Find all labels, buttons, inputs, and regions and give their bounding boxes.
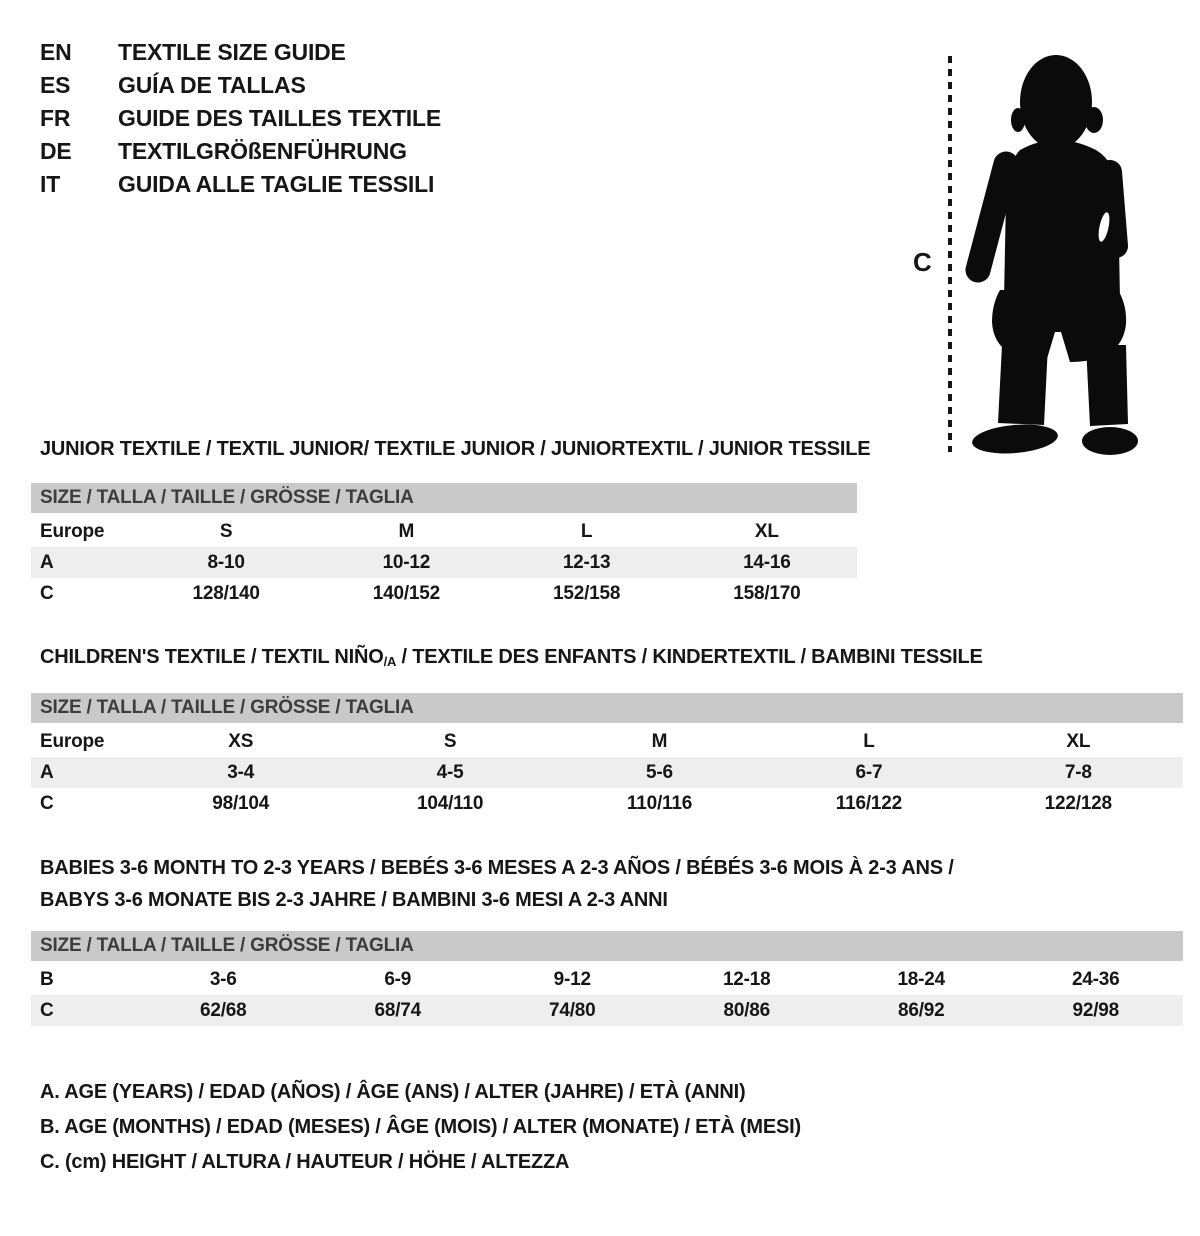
textile-size-guide-page: EN TEXTILE SIZE GUIDE ES GUÍA DE TALLAS … — [0, 36, 1200, 1236]
lang-label: TEXTILGRÖßENFÜHRUNG — [118, 138, 407, 164]
cell: 104/110 — [416, 793, 484, 814]
row-label: Europe — [40, 521, 105, 542]
cell: 152/158 — [552, 583, 621, 604]
cell: 68/74 — [374, 1000, 422, 1021]
table-row: Europe XS S M L XL — [31, 726, 1183, 757]
cell: S — [443, 731, 457, 752]
lang-label: GUÍA DE TALLAS — [118, 72, 306, 98]
lang-row-es: ES GUÍA DE TALLAS — [40, 69, 1200, 102]
row-label: Europe — [40, 731, 105, 752]
lang-label: TEXTILE SIZE GUIDE — [118, 39, 346, 65]
cell: 3-6 — [209, 969, 237, 990]
legend-item-a: A. AGE (YEARS) / EDAD (AÑOS) / ÂGE (ANS)… — [40, 1081, 746, 1103]
cell: XL — [1066, 731, 1091, 752]
lang-row-de: DE TEXTILGRÖßENFÜHRUNG — [40, 135, 1200, 168]
cell: 92/98 — [1072, 1000, 1120, 1021]
row-label: C — [40, 793, 54, 814]
row-label: A — [40, 762, 54, 783]
cell: 7-8 — [1064, 762, 1092, 783]
table-row: C 62/68 68/74 74/80 80/86 86/92 92/98 — [31, 995, 1183, 1026]
cell: 122/128 — [1044, 793, 1112, 814]
babies-title-line1: BABIES 3-6 MONTH TO 2-3 YEARS / BEBÉS 3-… — [40, 857, 954, 879]
legend-item-c: C. (cm) HEIGHT / ALTURA / HAUTEUR / HÖHE… — [40, 1151, 570, 1173]
lang-code: DE — [40, 138, 72, 164]
cell: 62/68 — [199, 1000, 247, 1021]
cell: 12-18 — [722, 969, 771, 990]
table-row: C 98/104 104/110 110/116 116/122 122/128 — [31, 788, 1183, 819]
cell: 24-36 — [1071, 969, 1120, 990]
size-header-bar: SIZE / TALLA / TAILLE / GRÖSSE / TAGLIA — [31, 693, 1183, 723]
lang-label: GUIDE DES TAILLES TEXTILE — [118, 105, 441, 131]
cell: 158/170 — [733, 583, 801, 604]
row-label: B — [40, 969, 54, 990]
cell: 8-10 — [207, 552, 245, 573]
cell: 6-7 — [855, 762, 883, 783]
table-row: A 8-10 10-12 12-13 14-16 — [31, 547, 857, 578]
junior-section-title: JUNIOR TEXTILE / TEXTIL JUNIOR/ TEXTILE … — [40, 438, 871, 460]
row-label: C — [40, 583, 54, 604]
cell: 128/140 — [192, 583, 260, 604]
legend: A. AGE (YEARS) / EDAD (AÑOS) / ÂGE (ANS)… — [40, 1075, 1200, 1180]
babies-title-line2: BABYS 3-6 MONATE BIS 2-3 JAHRE / BAMBINI… — [40, 889, 668, 911]
lang-row-fr: FR GUIDE DES TAILLES TEXTILE — [40, 102, 1200, 135]
babies-section-title: BABIES 3-6 MONTH TO 2-3 YEARS / BEBÉS 3-… — [40, 852, 1200, 916]
row-label: C — [40, 1000, 54, 1021]
cell: L — [863, 731, 875, 752]
lang-row-en: EN TEXTILE SIZE GUIDE — [40, 36, 1200, 69]
cell: 3-4 — [227, 762, 255, 783]
children-title-pre: CHILDREN'S TEXTILE / TEXTIL NIÑO — [40, 646, 384, 668]
height-measure-label: C — [913, 247, 932, 277]
lang-label: GUIDA ALLE TAGLIE TESSILI — [118, 171, 435, 197]
table-row: Europe S M L XL — [31, 516, 857, 547]
cell: XS — [228, 731, 254, 752]
cell: M — [651, 731, 668, 752]
cell: 4-5 — [436, 762, 464, 783]
children-section-title: CHILDREN'S TEXTILE / TEXTIL NIÑO/A / TEX… — [40, 645, 1200, 671]
children-title-post: / TEXTILE DES ENFANTS / KINDERTEXTIL / B… — [396, 646, 983, 668]
lang-code: FR — [40, 105, 71, 131]
table-row: A 3-4 4-5 5-6 6-7 7-8 — [31, 757, 1183, 788]
table-row: B 3-6 6-9 9-12 12-18 18-24 24-36 — [31, 964, 1183, 995]
cell: XL — [754, 521, 779, 542]
cell: 5-6 — [646, 762, 673, 783]
lang-code: EN — [40, 39, 72, 65]
table-row: C 128/140 140/152 152/158 158/170 — [31, 578, 857, 609]
cell: 86/92 — [897, 1000, 945, 1021]
legend-item-b: B. AGE (MONTHS) / EDAD (MESES) / ÂGE (MO… — [40, 1116, 801, 1138]
cell: S — [219, 521, 233, 542]
cell: 74/80 — [548, 1000, 596, 1021]
cell: 18-24 — [897, 969, 946, 990]
cell: 9-12 — [553, 969, 591, 990]
babies-size-table: SIZE / TALLA / TAILLE / GRÖSSE / TAGLIA … — [31, 931, 1183, 1026]
cell: M — [398, 521, 415, 542]
row-label: A — [40, 552, 54, 573]
cell: 98/104 — [212, 793, 270, 814]
size-header-bar: SIZE / TALLA / TAILLE / GRÖSSE / TAGLIA — [31, 931, 1183, 961]
cell: 10-12 — [382, 552, 431, 573]
language-header: EN TEXTILE SIZE GUIDE ES GUÍA DE TALLAS … — [40, 36, 1200, 201]
lang-row-it: IT GUIDA ALLE TAGLIE TESSILI — [40, 168, 1200, 201]
size-header-bar: SIZE / TALLA / TAILLE / GRÖSSE / TAGLIA — [31, 483, 857, 513]
cell: 14-16 — [743, 552, 791, 573]
cell: 116/122 — [835, 793, 902, 814]
cell: 12-13 — [562, 552, 611, 573]
children-size-table: SIZE / TALLA / TAILLE / GRÖSSE / TAGLIA … — [31, 693, 1183, 819]
cell: 80/86 — [723, 1000, 771, 1021]
cell: 140/152 — [372, 583, 441, 604]
cell: 6-9 — [384, 969, 412, 990]
cell: 110/116 — [626, 793, 693, 814]
children-title-sub: /A — [383, 654, 397, 669]
lang-code: IT — [40, 171, 61, 197]
cell: L — [580, 521, 593, 542]
lang-code: ES — [40, 72, 71, 98]
junior-size-table: SIZE / TALLA / TAILLE / GRÖSSE / TAGLIA … — [31, 483, 857, 609]
